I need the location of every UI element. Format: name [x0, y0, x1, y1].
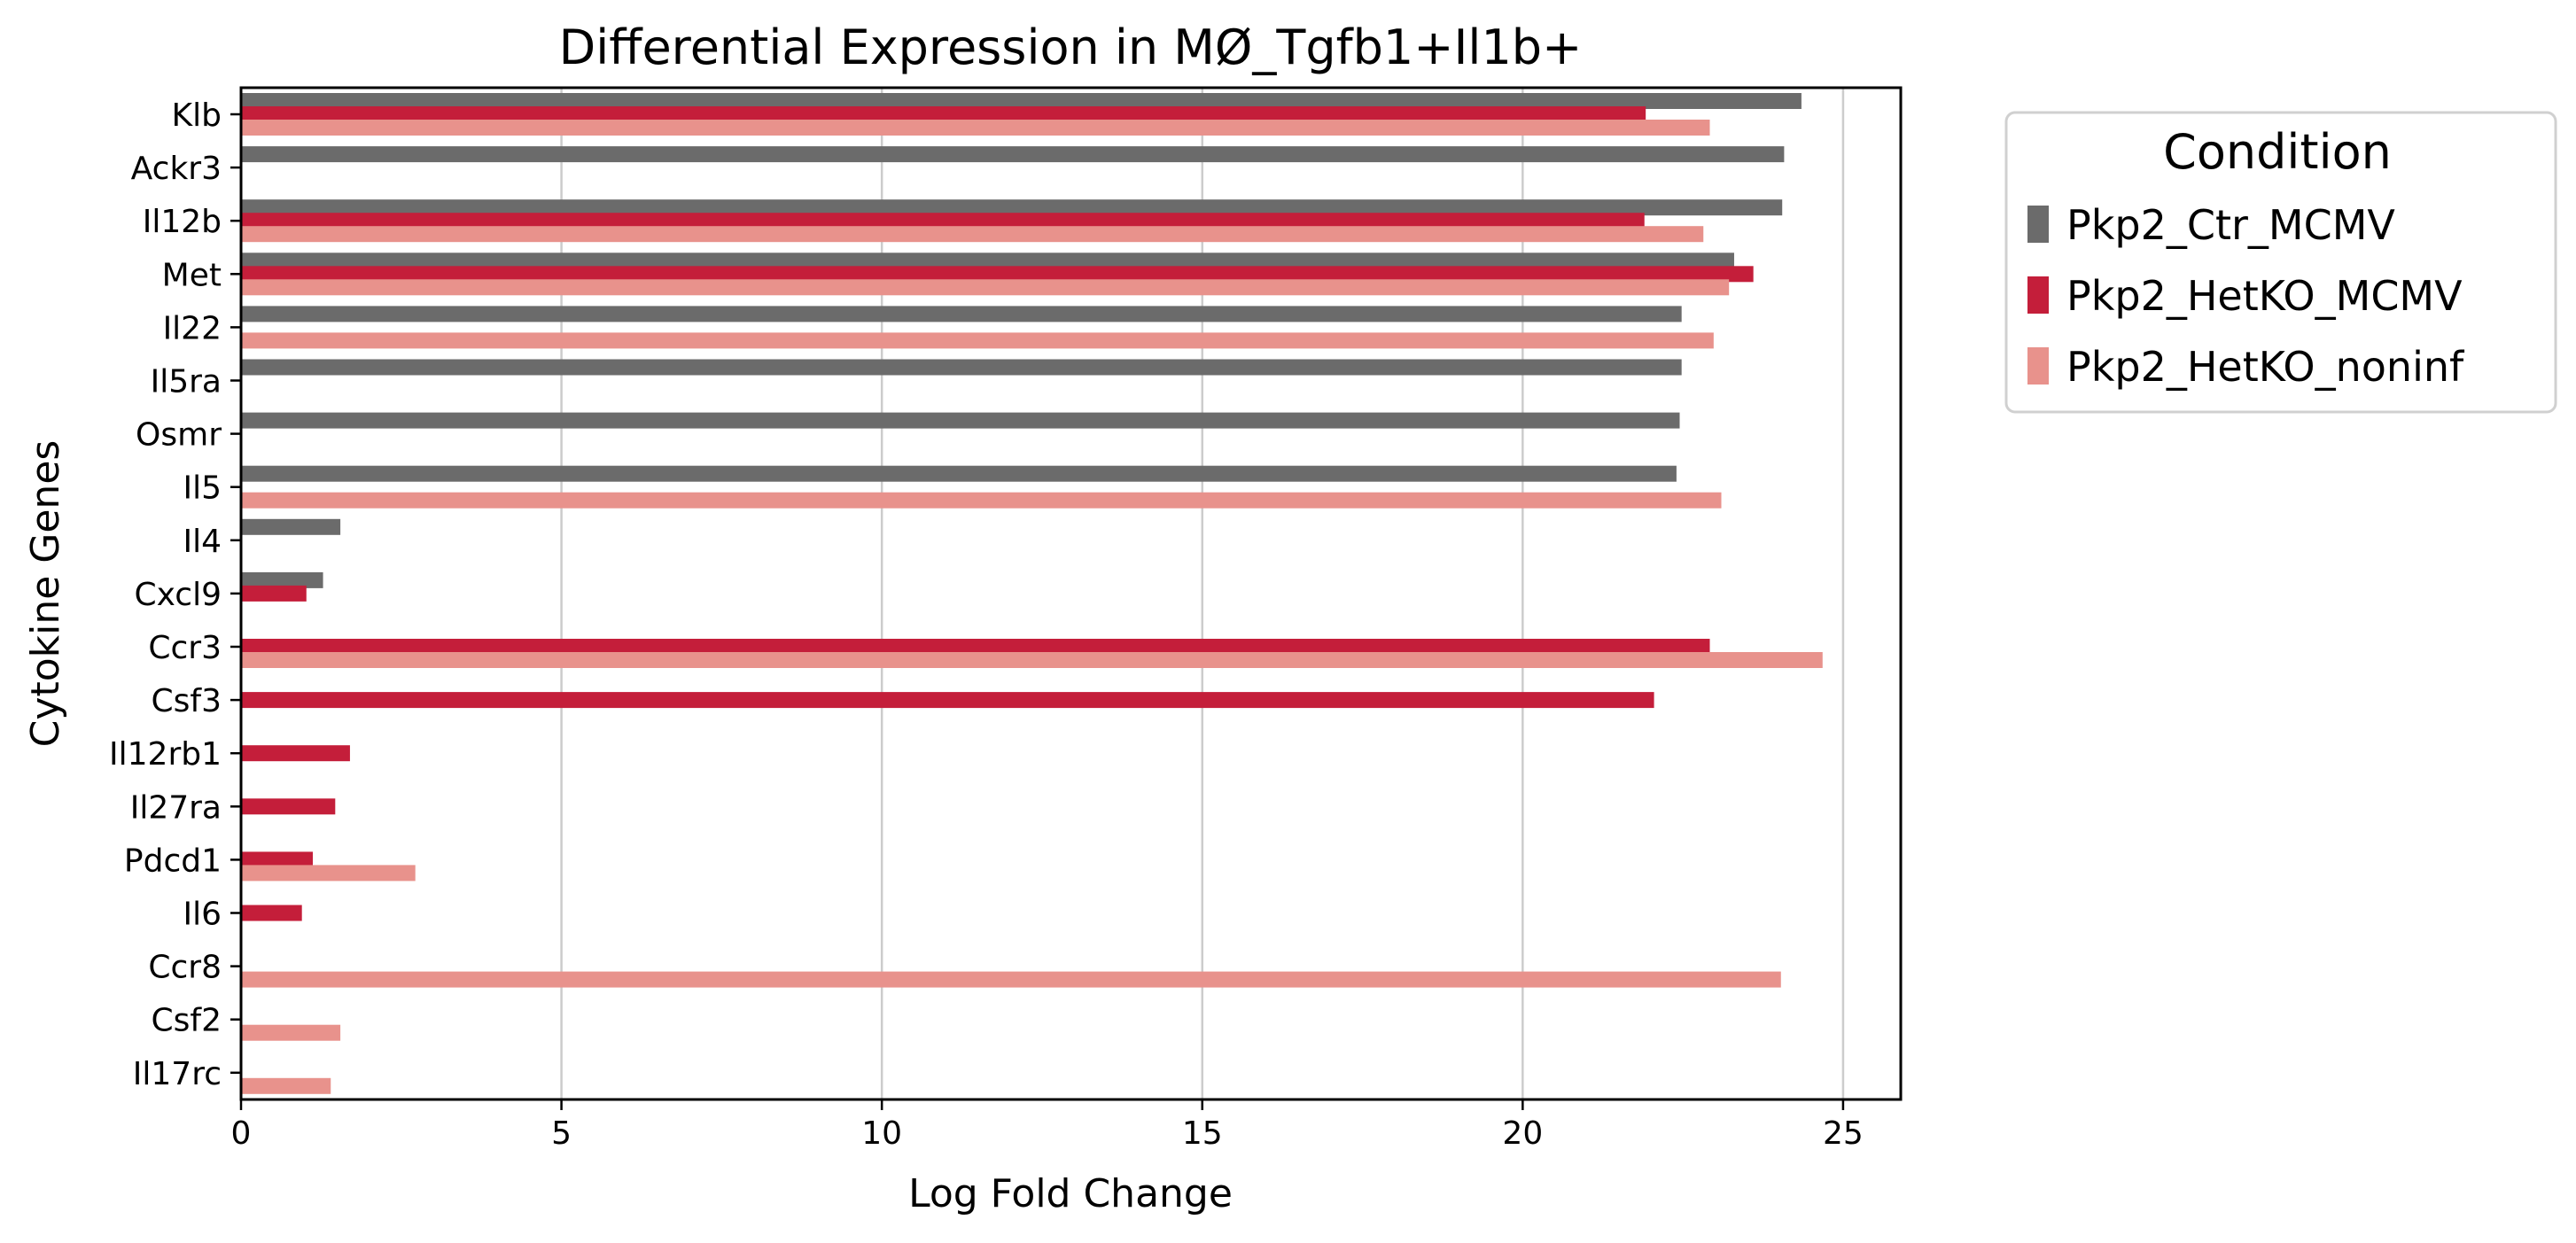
bar-Osmr-Pkp2_Ctr_MCMV [241, 412, 1680, 429]
legend-title: Condition [2163, 124, 2392, 180]
legend-swatch-Pkp2_HetKO_MCMV [2027, 276, 2049, 314]
bar-Il27ra-Pkp2_HetKO_MCMV [241, 798, 336, 815]
bar-Il5-Pkp2_Ctr_MCMV [241, 465, 1677, 482]
x-tick-label-20: 20 [1502, 1115, 1543, 1152]
y-tick-label-Il27ra: Il27ra [130, 789, 222, 826]
bar-Cxcl9-Pkp2_HetKO_MCMV [241, 585, 307, 602]
y-tick-label-Il17rc: Il17rc [133, 1056, 222, 1092]
legend-swatch-Pkp2_HetKO_noninf [2027, 347, 2049, 385]
y-tick-label-Met: Met [162, 257, 222, 293]
y-tick-label-Osmr: Osmr [136, 417, 222, 454]
y-tick-label-Il5: Il5 [183, 470, 222, 507]
legend-swatch-Pkp2_Ctr_MCMV [2027, 206, 2049, 243]
bar-Klb-Pkp2_HetKO_MCMV [241, 106, 1646, 122]
y-tick-label-Csf2: Csf2 [152, 1003, 222, 1039]
y-axis-label: Cytokine Genes [23, 440, 68, 748]
bar-Il12b-Pkp2_Ctr_MCMV [241, 199, 1783, 216]
legend-label-Pkp2_HetKO_MCMV: Pkp2_HetKO_MCMV [2066, 272, 2463, 320]
x-tick-label-25: 25 [1823, 1115, 1864, 1152]
legend-label-Pkp2_HetKO_noninf: Pkp2_HetKO_noninf [2066, 343, 2465, 391]
x-tick-label-10: 10 [861, 1115, 902, 1152]
y-tick-label-Ccr3: Ccr3 [148, 630, 222, 666]
bar-Il4-Pkp2_Ctr_MCMV [241, 518, 341, 535]
legend-label-Pkp2_Ctr_MCMV: Pkp2_Ctr_MCMV [2066, 201, 2395, 249]
legend: Condition Pkp2_Ctr_MCMVPkp2_HetKO_MCMVPk… [2004, 111, 2557, 414]
y-tick-label-Il22: Il22 [163, 310, 222, 346]
bar-Il17rc-Pkp2_HetKO_noninf [241, 1077, 331, 1094]
bar-Il5-Pkp2_HetKO_noninf [241, 492, 1722, 509]
y-tick-label-Klb: Klb [172, 97, 222, 134]
bar-Csf3-Pkp2_HetKO_MCMV [241, 692, 1654, 709]
legend-frame [2004, 111, 2557, 414]
bar-Ackr3-Pkp2_Ctr_MCMV [241, 146, 1785, 163]
bar-Ccr3-Pkp2_HetKO_noninf [241, 652, 1823, 668]
bar-Il12rb1-Pkp2_HetKO_MCMV [241, 745, 350, 762]
bar-Met-Pkp2_HetKO_noninf [241, 279, 1730, 296]
y-tick-label-Ccr8: Ccr8 [148, 950, 222, 986]
bar-Ccr8-Pkp2_HetKO_noninf [241, 971, 1781, 988]
y-tick-label-Csf3: Csf3 [152, 683, 222, 719]
y-tick-label-Il5ra: Il5ra [151, 364, 222, 400]
y-tick-label-Pdcd1: Pdcd1 [124, 843, 222, 879]
bar-Il22-Pkp2_HetKO_noninf [241, 332, 1714, 349]
bar-Pdcd1-Pkp2_HetKO_MCMV [241, 851, 313, 868]
y-tick-label-Il12b: Il12b [143, 204, 222, 240]
bar-Cxcl9-Pkp2_Ctr_MCMV [241, 571, 323, 588]
y-tick-label-Cxcl9: Cxcl9 [134, 577, 222, 613]
bar-Il22-Pkp2_Ctr_MCMV [241, 306, 1682, 322]
x-tick-label-5: 5 [551, 1115, 572, 1152]
bar-Met-Pkp2_HetKO_MCMV [241, 266, 1754, 283]
bar-Il6-Pkp2_HetKO_MCMV [241, 905, 302, 921]
bars [241, 93, 1823, 1094]
bar-Il12b-Pkp2_HetKO_MCMV [241, 213, 1645, 229]
bar-Klb-Pkp2_HetKO_noninf [241, 120, 1710, 136]
bar-Ccr3-Pkp2_HetKO_MCMV [241, 639, 1710, 655]
bar-Csf2-Pkp2_HetKO_noninf [241, 1024, 341, 1041]
y-tick-label-Ackr3: Ackr3 [131, 151, 222, 187]
bar-Pdcd1-Pkp2_HetKO_noninf [241, 865, 416, 882]
y-tick-label-Il6: Il6 [183, 897, 222, 933]
x-axis-label: Log Fold Change [908, 1171, 1233, 1216]
chart-title: Differential Expression in MØ_Tgfb1+Il1b… [559, 19, 1583, 75]
bar-Met-Pkp2_Ctr_MCMV [241, 252, 1734, 269]
legend-items: Pkp2_Ctr_MCMV Pkp2_HetKO_MCMV Pkp2_HetKO_n… [2027, 201, 2465, 391]
bar-Klb-Pkp2_Ctr_MCMV [241, 93, 1802, 109]
y-tick-label-Il12rb1: Il12rb1 [109, 736, 222, 773]
bar-Il12b-Pkp2_HetKO_noninf [241, 226, 1704, 243]
y-axis-ticks: Klb Ackr3 Il12b Met Il22 Il5ra Osmr Il5 Il4 Cxcl9… [109, 97, 241, 1092]
x-axis-ticks: 0 5 10 15 20 25 [231, 1099, 1864, 1152]
x-tick-label-0: 0 [231, 1115, 252, 1152]
bar-Il5ra-Pkp2_Ctr_MCMV [241, 359, 1682, 376]
x-tick-label-15: 15 [1182, 1115, 1223, 1152]
y-tick-label-Il4: Il4 [183, 524, 222, 560]
